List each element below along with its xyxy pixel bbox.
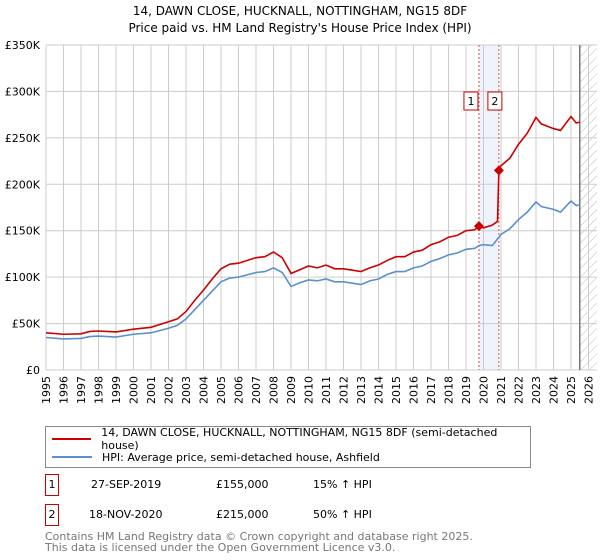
transaction-hpi: 15% ↑ HPI [313,478,372,491]
price-paid-line [45,115,580,336]
transaction-marker: 2 [45,504,59,526]
x-tick-label: 2020 [478,376,491,404]
transaction-date: 27-SEP-2019 [91,478,162,491]
legend-label: HPI: Average price, semi-detached house,… [102,450,380,464]
x-tick-label: 2003 [180,376,193,404]
transaction-price: £155,000 [216,478,269,491]
x-tick-label: 2012 [338,376,351,404]
x-tick-label: 2016 [408,376,421,404]
x-tick-label: 1999 [110,376,123,404]
x-tick-label: 2004 [198,376,211,404]
legend-item-property: 14, DAWN CLOSE, HUCKNALL, NOTTINGHAM, NG… [52,426,530,452]
legend: 14, DAWN CLOSE, HUCKNALL, NOTTINGHAM, NG… [45,426,531,468]
x-tick-label: 2025 [565,376,578,404]
y-tick-label: £0 [26,364,40,377]
x-tick-label: 2005 [215,376,228,404]
x-tick-label: 2010 [303,376,316,404]
legend-label: 14, DAWN CLOSE, HUCKNALL, NOTTINGHAM, NG… [101,426,498,452]
x-tick-label: 2024 [548,376,561,404]
x-tick-label: 2023 [530,376,543,404]
legend-item-hpi: HPI: Average price, semi-detached house,… [52,449,380,465]
footer-licence: This data is licensed under the Open Gov… [45,541,396,554]
chart-subtitle: Price paid vs. HM Land Registry's House … [128,21,472,35]
x-tick-label: 1997 [75,376,88,404]
y-tick-label: £200K [5,178,41,191]
price-chart: 1995 1996 1997 1998 1999 2000 2001 2002 2003 2004… [5,39,597,404]
x-tick-label: 1995 [40,376,53,404]
hpi-line [45,199,580,340]
y-tick-label: £300K [5,85,41,98]
x-tick-label: 2014 [373,376,386,404]
transaction-price: £215,000 [216,508,269,521]
legend-swatch-red [52,438,92,440]
x-tick-label: 2001 [145,376,158,404]
y-tick-label: £250K [5,132,41,145]
x-tick-label: 2007 [250,376,263,404]
x-tick-label: 2008 [268,376,281,404]
sale-point [473,221,484,232]
sale-point [493,165,504,176]
sale-label-box [487,91,503,111]
legend-swatch-blue [52,456,92,458]
x-tick-label: 2026 [583,376,596,404]
x-tick-label: 1996 [58,376,71,404]
footer-copyright: Contains HM Land Registry data © Crown c… [45,530,473,543]
chart-title: 14, DAWN CLOSE, HUCKNALL, NOTTINGHAM, NG… [132,4,468,18]
transaction-hpi: 50% ↑ HPI [313,508,372,521]
transaction-marker: 1 [45,474,59,496]
x-tick-label: 2009 [285,376,298,404]
x-tick-label: 2022 [513,376,526,404]
x-tick-label: 2018 [443,376,456,404]
y-tick-label: £150K [5,225,41,238]
x-tick-label: 2011 [320,376,333,404]
x-tick-label: 2006 [233,376,246,404]
sale-label: 1 [467,95,474,108]
transaction-date: 18-NOV-2020 [89,508,163,521]
x-tick-label: 2000 [128,376,141,404]
x-tick-label: 2002 [163,376,176,404]
x-tick-label: 2017 [425,376,438,404]
x-tick-label: 2019 [460,376,473,404]
x-tick-label: 2013 [355,376,368,404]
x-tick-label: 2021 [495,376,508,404]
x-tick-label: 2015 [390,376,403,404]
x-tick-label: 1998 [93,376,106,404]
sale-label: 2 [491,95,498,108]
y-tick-label: £100K [5,271,41,284]
sale-label-box [463,91,479,111]
y-tick-label: £350K [5,39,41,52]
y-tick-label: £50K [12,318,41,331]
